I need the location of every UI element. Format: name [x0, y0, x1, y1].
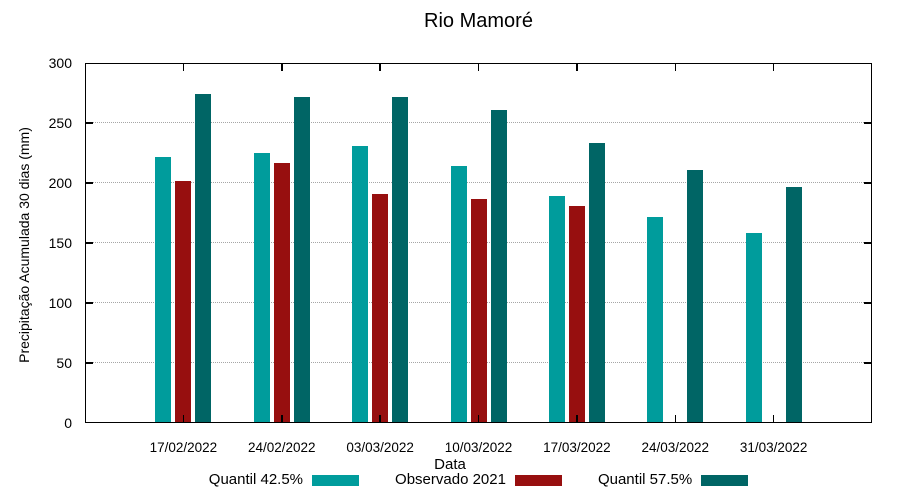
bar-quantil-42-5: [548, 196, 565, 423]
y-tick-mark: [864, 302, 872, 304]
x-tick-mark: [281, 63, 283, 71]
y-tick-label: 200: [48, 175, 72, 191]
x-tick-label: 10/03/2022: [444, 440, 513, 455]
x-tick-mark: [674, 63, 676, 71]
legend-label: Quantil 57.5%: [597, 471, 693, 488]
x-tick-mark: [182, 415, 185, 423]
x-tick-label: 17/03/2022: [543, 440, 611, 455]
y-tick-label: 300: [48, 55, 72, 71]
legend-item: Quantil 42.5%: [208, 470, 360, 490]
x-tick-mark: [477, 415, 480, 423]
y-tick-mark: [864, 122, 872, 124]
bar-quantil-57-5: [392, 96, 409, 423]
y-tick-label: 0: [64, 415, 72, 431]
bar-quantil-42-5: [155, 156, 172, 423]
y-tick-label: 250: [48, 115, 72, 131]
x-tick-mark: [379, 415, 381, 423]
y-tick-label: 100: [48, 295, 72, 311]
bar-quantil-42-5: [253, 153, 270, 423]
x-tick-label: 24/03/2022: [641, 440, 710, 455]
gridline: [85, 122, 872, 124]
bar-observado-2021: [273, 162, 290, 423]
y-tick-mark: [85, 302, 93, 304]
x-tick-mark: [772, 415, 775, 423]
x-tick-mark: [281, 415, 283, 423]
legend: Quantil 42.5% Observado 2021 Quantil 57.5%: [85, 470, 872, 490]
bar-quantil-57-5: [588, 143, 605, 423]
bar-quantil-57-5: [195, 94, 212, 423]
x-tick-label: 17/02/2022: [149, 440, 218, 455]
bar-quantil-42-5: [352, 145, 369, 423]
bar-observado-2021: [175, 180, 192, 423]
y-tick-label: 150: [48, 235, 72, 251]
y-tick-mark: [85, 242, 93, 244]
bar-quantil-57-5: [785, 186, 802, 423]
x-tick-mark: [379, 63, 381, 71]
bar-quantil-57-5: [293, 96, 310, 423]
bar-observado-2021: [568, 205, 585, 423]
x-tick-mark: [182, 63, 185, 71]
bar-quantil-42-5: [450, 166, 467, 423]
x-axis-label: Data: [434, 456, 466, 473]
y-tick-label: 50: [56, 355, 72, 371]
x-tick-mark: [674, 415, 676, 423]
x-tick-mark: [576, 63, 578, 71]
bar-quantil-42-5: [745, 233, 762, 423]
bar-quantil-42-5: [647, 216, 664, 423]
x-tick-label: 24/02/2022: [247, 440, 316, 455]
x-tick-mark: [477, 63, 480, 71]
x-tick-label: 03/03/2022: [346, 440, 414, 455]
y-tick-mark: [85, 362, 93, 364]
legend-item: Observado 2021: [395, 470, 562, 490]
x-tick-mark: [772, 63, 775, 71]
y-tick-mark: [85, 122, 93, 124]
legend-swatch: [514, 474, 562, 486]
x-tick-mark: [576, 415, 578, 423]
bar-observado-2021: [372, 193, 389, 423]
y-tick-mark: [864, 242, 872, 244]
x-tick-label: 31/03/2022: [739, 440, 808, 455]
bar-quantil-57-5: [490, 109, 507, 423]
y-tick-mark: [864, 362, 872, 364]
gridline: [85, 182, 872, 184]
bar-quantil-57-5: [687, 169, 704, 423]
bar-observado-2021: [470, 198, 487, 423]
legend-item: Quantil 57.5%: [597, 470, 749, 490]
legend-label: Quantil 42.5%: [208, 471, 304, 488]
y-tick-mark: [85, 182, 93, 184]
legend-label: Observado 2021: [395, 471, 506, 488]
legend-swatch: [312, 474, 360, 486]
y-tick-mark: [864, 182, 872, 184]
chart-title: Rio Mamoré: [424, 10, 533, 32]
legend-swatch: [701, 474, 749, 486]
